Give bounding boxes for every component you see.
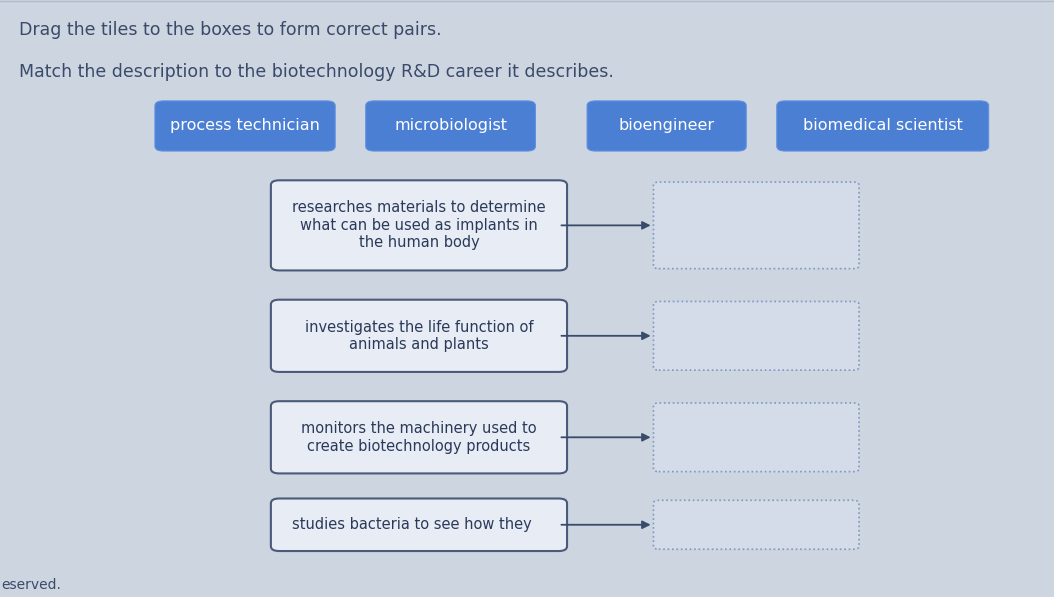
Text: Match the description to the biotechnology R&D career it describes.: Match the description to the biotechnolo… [19, 63, 613, 81]
FancyBboxPatch shape [653, 500, 859, 549]
Text: process technician: process technician [170, 118, 320, 134]
FancyBboxPatch shape [777, 101, 989, 151]
FancyBboxPatch shape [155, 101, 335, 151]
FancyBboxPatch shape [587, 101, 746, 151]
FancyBboxPatch shape [653, 301, 859, 370]
Text: biomedical scientist: biomedical scientist [803, 118, 962, 134]
Text: Drag the tiles to the boxes to form correct pairs.: Drag the tiles to the boxes to form corr… [19, 21, 442, 39]
FancyBboxPatch shape [271, 498, 567, 551]
Text: microbiologist: microbiologist [394, 118, 507, 134]
Text: investigates the life function of
animals and plants: investigates the life function of animal… [305, 319, 533, 352]
Text: bioengineer: bioengineer [619, 118, 715, 134]
FancyBboxPatch shape [271, 180, 567, 270]
FancyBboxPatch shape [653, 403, 859, 472]
Text: eserved.: eserved. [1, 578, 61, 592]
FancyBboxPatch shape [653, 182, 859, 269]
FancyBboxPatch shape [366, 101, 535, 151]
FancyBboxPatch shape [271, 401, 567, 473]
FancyBboxPatch shape [271, 300, 567, 372]
Text: researches materials to determine
what can be used as implants in
the human body: researches materials to determine what c… [292, 201, 546, 250]
Text: monitors the machinery used to
create biotechnology products: monitors the machinery used to create bi… [301, 421, 536, 454]
Text: studies bacteria to see how they: studies bacteria to see how they [292, 517, 531, 533]
